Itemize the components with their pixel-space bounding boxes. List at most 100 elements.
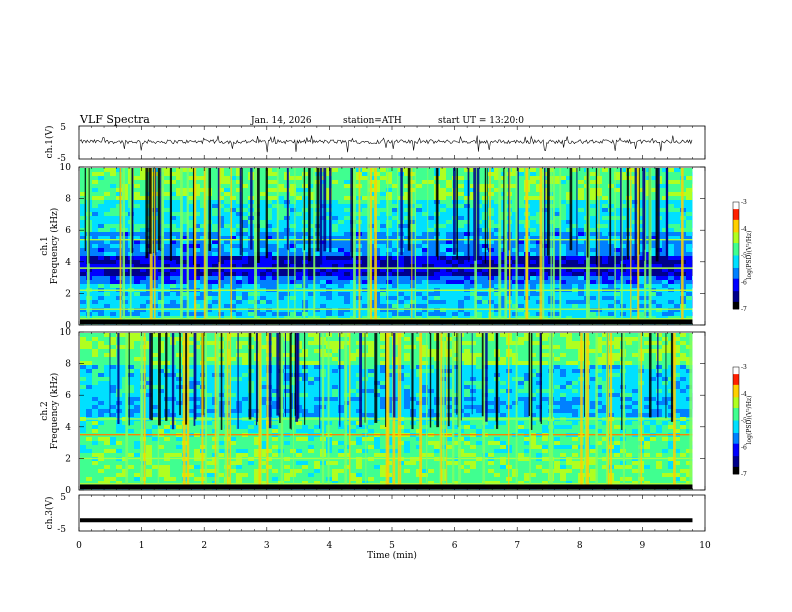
spectrogram-cell <box>578 232 585 237</box>
spectrogram-cell <box>362 260 369 265</box>
sferic-streak <box>160 168 162 252</box>
spectrogram-cell <box>338 284 345 289</box>
spectrogram-cell <box>98 284 105 289</box>
spectrogram-cell <box>164 228 171 233</box>
spectrogram-cell <box>608 284 615 289</box>
spectrogram-cell <box>332 236 339 241</box>
spectrogram-cell <box>662 204 669 209</box>
spectrogram-cell <box>188 236 195 241</box>
spectrogram-cell <box>686 256 693 261</box>
spectrogram-cell <box>200 276 207 281</box>
spectrogram-cell <box>686 228 693 233</box>
spectrogram-cell <box>392 188 399 193</box>
spectrogram-cell <box>530 357 537 362</box>
spectrogram-cell <box>296 176 303 181</box>
spectrogram-cell <box>410 252 417 257</box>
spectrogram-cell <box>500 200 507 205</box>
spectrogram-cell <box>218 252 225 257</box>
spectrogram-cell <box>194 353 201 358</box>
spectrogram-cell <box>626 208 633 213</box>
spectrogram-cell <box>158 308 165 313</box>
spectrogram-cell <box>602 349 609 354</box>
spectrogram-cell <box>242 236 249 241</box>
spectrogram-cell <box>500 264 507 269</box>
spectrogram-cell <box>368 333 375 338</box>
spectrogram-cell <box>236 196 243 201</box>
spectrogram-cell <box>476 308 483 313</box>
spectrogram-cell <box>458 224 465 229</box>
spectrogram-cell <box>194 333 201 338</box>
spectrogram-cell <box>260 333 267 338</box>
spectrogram-cell <box>590 184 597 189</box>
colorbar-segment <box>733 221 739 224</box>
spectrogram-cell <box>536 345 543 350</box>
spectrogram-cell <box>440 200 447 205</box>
spectrogram-cell <box>578 192 585 197</box>
spectrogram-cell <box>92 256 99 261</box>
spectrogram-cell <box>530 204 537 209</box>
spectrogram-cell <box>170 292 177 297</box>
spectrogram-cell <box>338 240 345 245</box>
spectrogram-cell <box>308 236 315 241</box>
spectrogram-cell <box>572 196 579 201</box>
spectrogram-cell <box>476 357 483 362</box>
spectrogram-cell <box>182 224 189 229</box>
spectrogram-cell <box>308 172 315 177</box>
spectrogram-cell <box>146 292 153 297</box>
spectrogram-cell <box>656 308 663 313</box>
spectrogram-cell <box>332 208 339 213</box>
spectrogram-cell <box>560 280 567 285</box>
spectrogram-cell <box>86 361 93 366</box>
spectrogram-empty-region <box>692 168 704 324</box>
spectrogram-cell <box>272 176 279 181</box>
spectrogram-cell <box>380 333 387 338</box>
spectrogram-cell <box>158 296 165 301</box>
spectrogram-cell <box>164 240 171 245</box>
spectrogram-cell <box>218 260 225 265</box>
spectrogram-cell <box>248 276 255 281</box>
spectrogram-cell <box>140 252 147 257</box>
spectrogram-cell <box>272 216 279 221</box>
spectrogram-cell <box>638 264 645 269</box>
spectrogram-cell <box>314 357 321 362</box>
spectrogram-cell <box>518 308 525 313</box>
spectrogram-cell <box>620 232 627 237</box>
spectrogram-cell <box>116 184 123 189</box>
spectrogram-cell <box>80 208 87 213</box>
spectrogram-cell <box>134 296 141 301</box>
spectrogram-cell <box>266 252 273 257</box>
spectrogram-cell <box>530 345 537 350</box>
spectrogram-cell <box>272 200 279 205</box>
spectrogram-cell <box>380 296 387 301</box>
spectrogram-cell <box>404 236 411 241</box>
spectrogram-cell <box>116 208 123 213</box>
spectrogram-cell <box>494 184 501 189</box>
spectrogram-cell <box>254 292 261 297</box>
spectrogram-cell <box>440 292 447 297</box>
spectrogram-cell <box>260 357 267 362</box>
spectrogram-cell <box>380 300 387 305</box>
spectrogram-cell <box>626 216 633 221</box>
spectrogram-cell <box>194 216 201 221</box>
spectrogram-cell <box>638 220 645 225</box>
spectrogram-cell <box>224 296 231 301</box>
spectrogram-cell <box>116 204 123 209</box>
spectrogram-cell <box>278 268 285 273</box>
spectrogram-cell <box>362 292 369 297</box>
spectrogram-cell <box>668 184 675 189</box>
spectrogram-cell <box>470 280 477 285</box>
spectrogram-cell <box>686 216 693 221</box>
spectrogram-cell <box>530 276 537 281</box>
spectrogram-cell <box>662 224 669 229</box>
spectrogram-cell <box>320 188 327 193</box>
spectrogram-cell <box>608 300 615 305</box>
spectrogram-cell <box>512 353 519 358</box>
spectrogram-cell <box>344 296 351 301</box>
spectrogram-cell <box>188 284 195 289</box>
spectrogram-cell <box>392 180 399 185</box>
spectrogram-cell <box>98 300 105 305</box>
spectrogram-cell <box>284 308 291 313</box>
spectrogram-cell <box>410 260 417 265</box>
spectrogram-cell <box>590 248 597 253</box>
spectrogram-cell <box>620 256 627 261</box>
